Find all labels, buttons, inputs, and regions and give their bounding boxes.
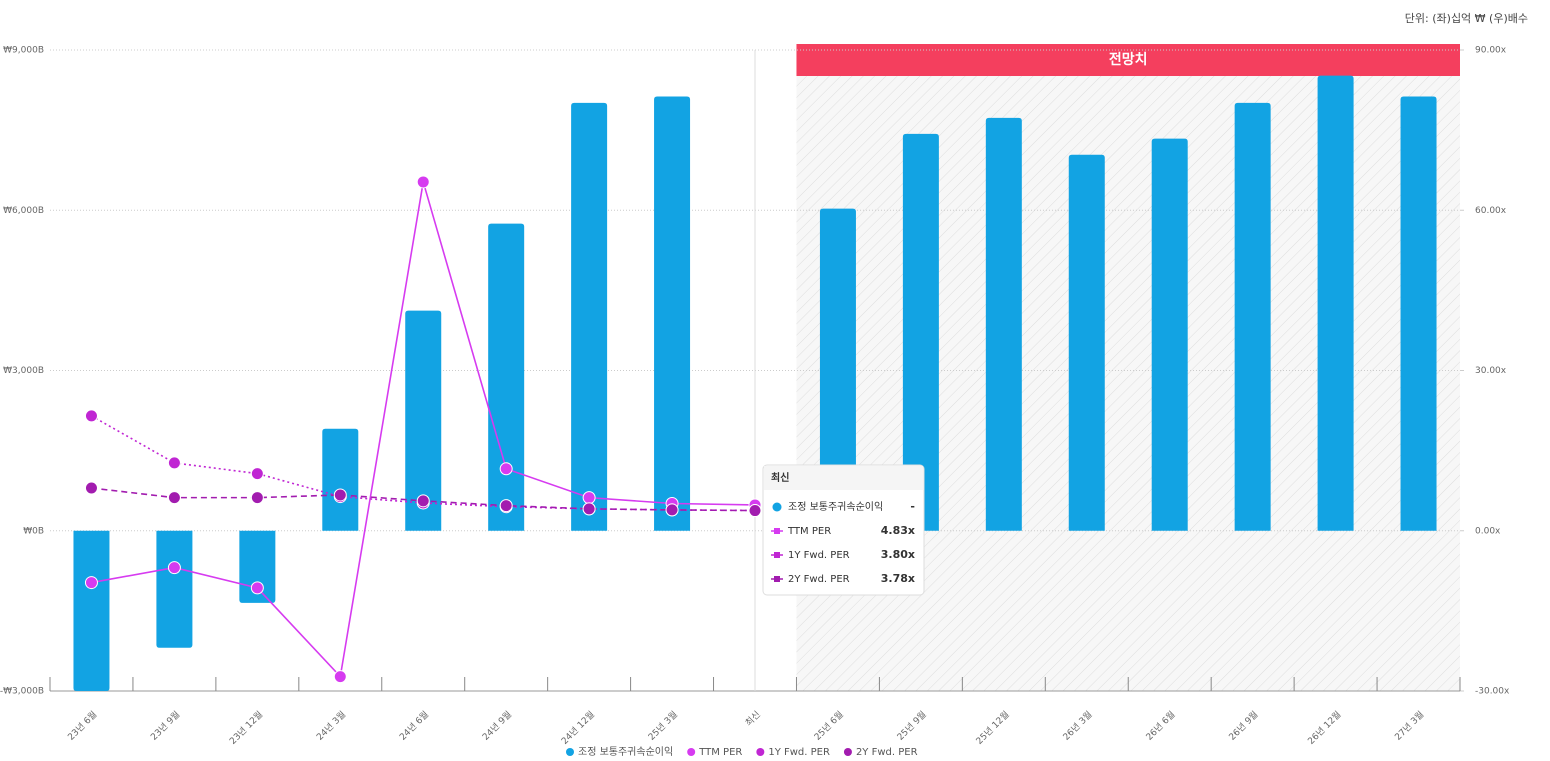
legend-label: TTM PER (698, 747, 742, 757)
bar (1400, 96, 1437, 531)
y-tick-label: ₩0B (23, 526, 44, 536)
tooltip-header (764, 466, 923, 490)
marker (416, 494, 430, 508)
tooltip-title: 최신 (771, 471, 789, 484)
marker (250, 491, 264, 505)
marker (333, 670, 347, 684)
legend-swatch (687, 748, 696, 756)
x-tick-label: 23년 12월 (227, 708, 265, 746)
marker (250, 581, 264, 595)
x-tick-label: 25년 9월 (894, 708, 928, 742)
tooltip-name: 2Y Fwd. PER (788, 574, 850, 585)
bar (239, 530, 276, 603)
x-tick-label: 24년 12월 (559, 708, 597, 746)
marker (416, 175, 430, 189)
legend-label: 1Y Fwd. PER (768, 747, 830, 757)
forecast-label: 전망치 (1109, 51, 1148, 68)
tooltip-name: 1Y Fwd. PER (788, 550, 850, 561)
x-tick-label: 24년 6월 (397, 708, 431, 742)
x-tick-label: 27년 3월 (1392, 708, 1426, 742)
marker (582, 502, 596, 516)
bar (819, 208, 856, 531)
x-tick-label: 26년 6월 (1143, 708, 1177, 742)
y-tick-label: -₩3,000B (0, 687, 44, 697)
tooltip-swatch (774, 552, 780, 558)
x-tick-label: 25년 12월 (973, 708, 1011, 746)
bar (1151, 138, 1188, 531)
bar (322, 428, 359, 531)
bar (1317, 75, 1354, 531)
marker (167, 561, 181, 575)
x-tick-label: 24년 9월 (480, 708, 514, 742)
tooltip-value: 3.80x (881, 548, 915, 561)
y-tick-label: ₩3,000B (3, 366, 44, 376)
bar (1234, 102, 1271, 531)
legend-swatch (843, 748, 852, 756)
bar (902, 133, 939, 531)
y2-tick-label: 0.00x (1475, 526, 1501, 536)
legend-label: 2Y Fwd. PER (856, 747, 918, 757)
tooltip-value: - (910, 500, 915, 513)
x-tick-label: 최신 (743, 709, 762, 728)
x-tick-label: 23년 6월 (65, 708, 99, 742)
marker (582, 491, 596, 505)
marker (333, 488, 347, 502)
x-tick-label: 25년 6월 (811, 708, 845, 742)
tooltip-value: 3.78x (881, 572, 915, 585)
y2-tick-label: 90.00x (1475, 46, 1507, 56)
legend-swatch (566, 748, 574, 756)
marker (499, 499, 513, 513)
tooltip-name: 조정 보통주귀속순이익 (788, 501, 883, 513)
marker (84, 481, 98, 495)
x-tick-label: 26년 9월 (1226, 708, 1260, 742)
tooltip-swatch (774, 576, 780, 582)
x-tick-label: 26년 3월 (1060, 708, 1094, 742)
marker (499, 462, 513, 476)
y-tick-label: ₩9,000B (3, 46, 44, 56)
x-tick-label: 25년 3월 (646, 708, 680, 742)
x-tick-label: 26년 12월 (1305, 708, 1343, 746)
marker (84, 409, 98, 423)
marker (84, 576, 98, 590)
y-tick-label: ₩6,000B (3, 206, 44, 216)
forecast-region (796, 76, 1460, 691)
marker (665, 503, 679, 517)
bar (405, 310, 442, 531)
tooltip-swatch (774, 528, 780, 534)
bar (571, 102, 608, 531)
marker (167, 491, 181, 505)
bar (985, 117, 1022, 531)
y2-tick-label: -30.00x (1475, 687, 1510, 697)
y2-tick-label: 30.00x (1475, 366, 1507, 376)
bar (1068, 154, 1105, 531)
bar (654, 96, 691, 531)
forecast-banner (796, 44, 1460, 76)
bar (156, 530, 193, 648)
legend-label: 조정 보통주귀속순이익 (578, 746, 673, 757)
y2-tick-label: 60.00x (1475, 206, 1507, 216)
marker (167, 456, 181, 470)
unit-note: 단위: (좌)십억 ₩ (우)배수 (1405, 12, 1528, 25)
x-tick-label: 24년 3월 (314, 708, 348, 742)
tooltip-swatch (772, 502, 782, 512)
tooltip-name: TTM PER (787, 526, 831, 537)
tooltip-value: 4.83x (881, 524, 915, 537)
marker (748, 504, 762, 518)
x-tick-label: 23년 9월 (148, 708, 182, 742)
legend-swatch (756, 748, 765, 756)
tooltip (762, 464, 925, 596)
bar (73, 530, 110, 691)
marker (250, 467, 264, 481)
bar (488, 223, 525, 531)
